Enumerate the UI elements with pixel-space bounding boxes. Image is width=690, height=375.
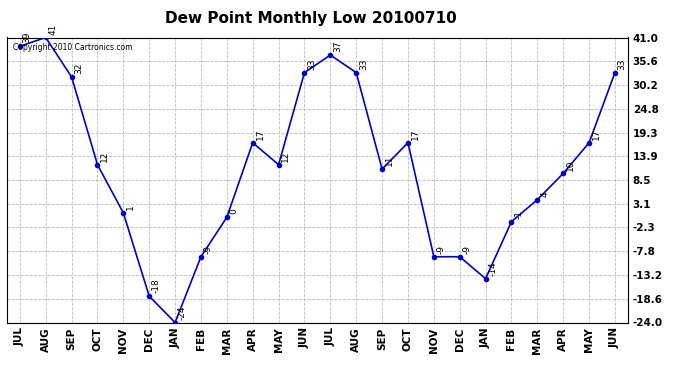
Text: 37: 37 xyxy=(333,41,342,52)
Text: 10: 10 xyxy=(566,159,575,171)
Text: 4: 4 xyxy=(540,191,549,197)
Text: -9: -9 xyxy=(204,245,213,254)
Text: -18: -18 xyxy=(152,279,161,293)
Text: 0: 0 xyxy=(230,209,239,214)
Text: 33: 33 xyxy=(359,58,368,70)
Text: 12: 12 xyxy=(282,150,290,162)
Text: 17: 17 xyxy=(411,129,420,140)
Text: 39: 39 xyxy=(23,32,32,44)
Text: -14: -14 xyxy=(489,261,497,276)
Text: 17: 17 xyxy=(255,129,264,140)
Text: 11: 11 xyxy=(385,155,394,166)
Text: -1: -1 xyxy=(514,210,523,219)
Text: Copyright 2010 Cartronics.com: Copyright 2010 Cartronics.com xyxy=(13,43,132,52)
Text: 41: 41 xyxy=(48,23,57,35)
Text: 32: 32 xyxy=(75,63,83,74)
Text: 17: 17 xyxy=(592,129,601,140)
Text: 1: 1 xyxy=(126,204,135,210)
Text: 12: 12 xyxy=(100,150,109,162)
Text: 33: 33 xyxy=(307,58,316,70)
Text: Dew Point Monthly Low 20100710: Dew Point Monthly Low 20100710 xyxy=(165,11,456,26)
Text: -9: -9 xyxy=(462,245,471,254)
Text: -24: -24 xyxy=(178,305,187,320)
Text: 33: 33 xyxy=(618,58,627,70)
Text: -9: -9 xyxy=(437,245,446,254)
